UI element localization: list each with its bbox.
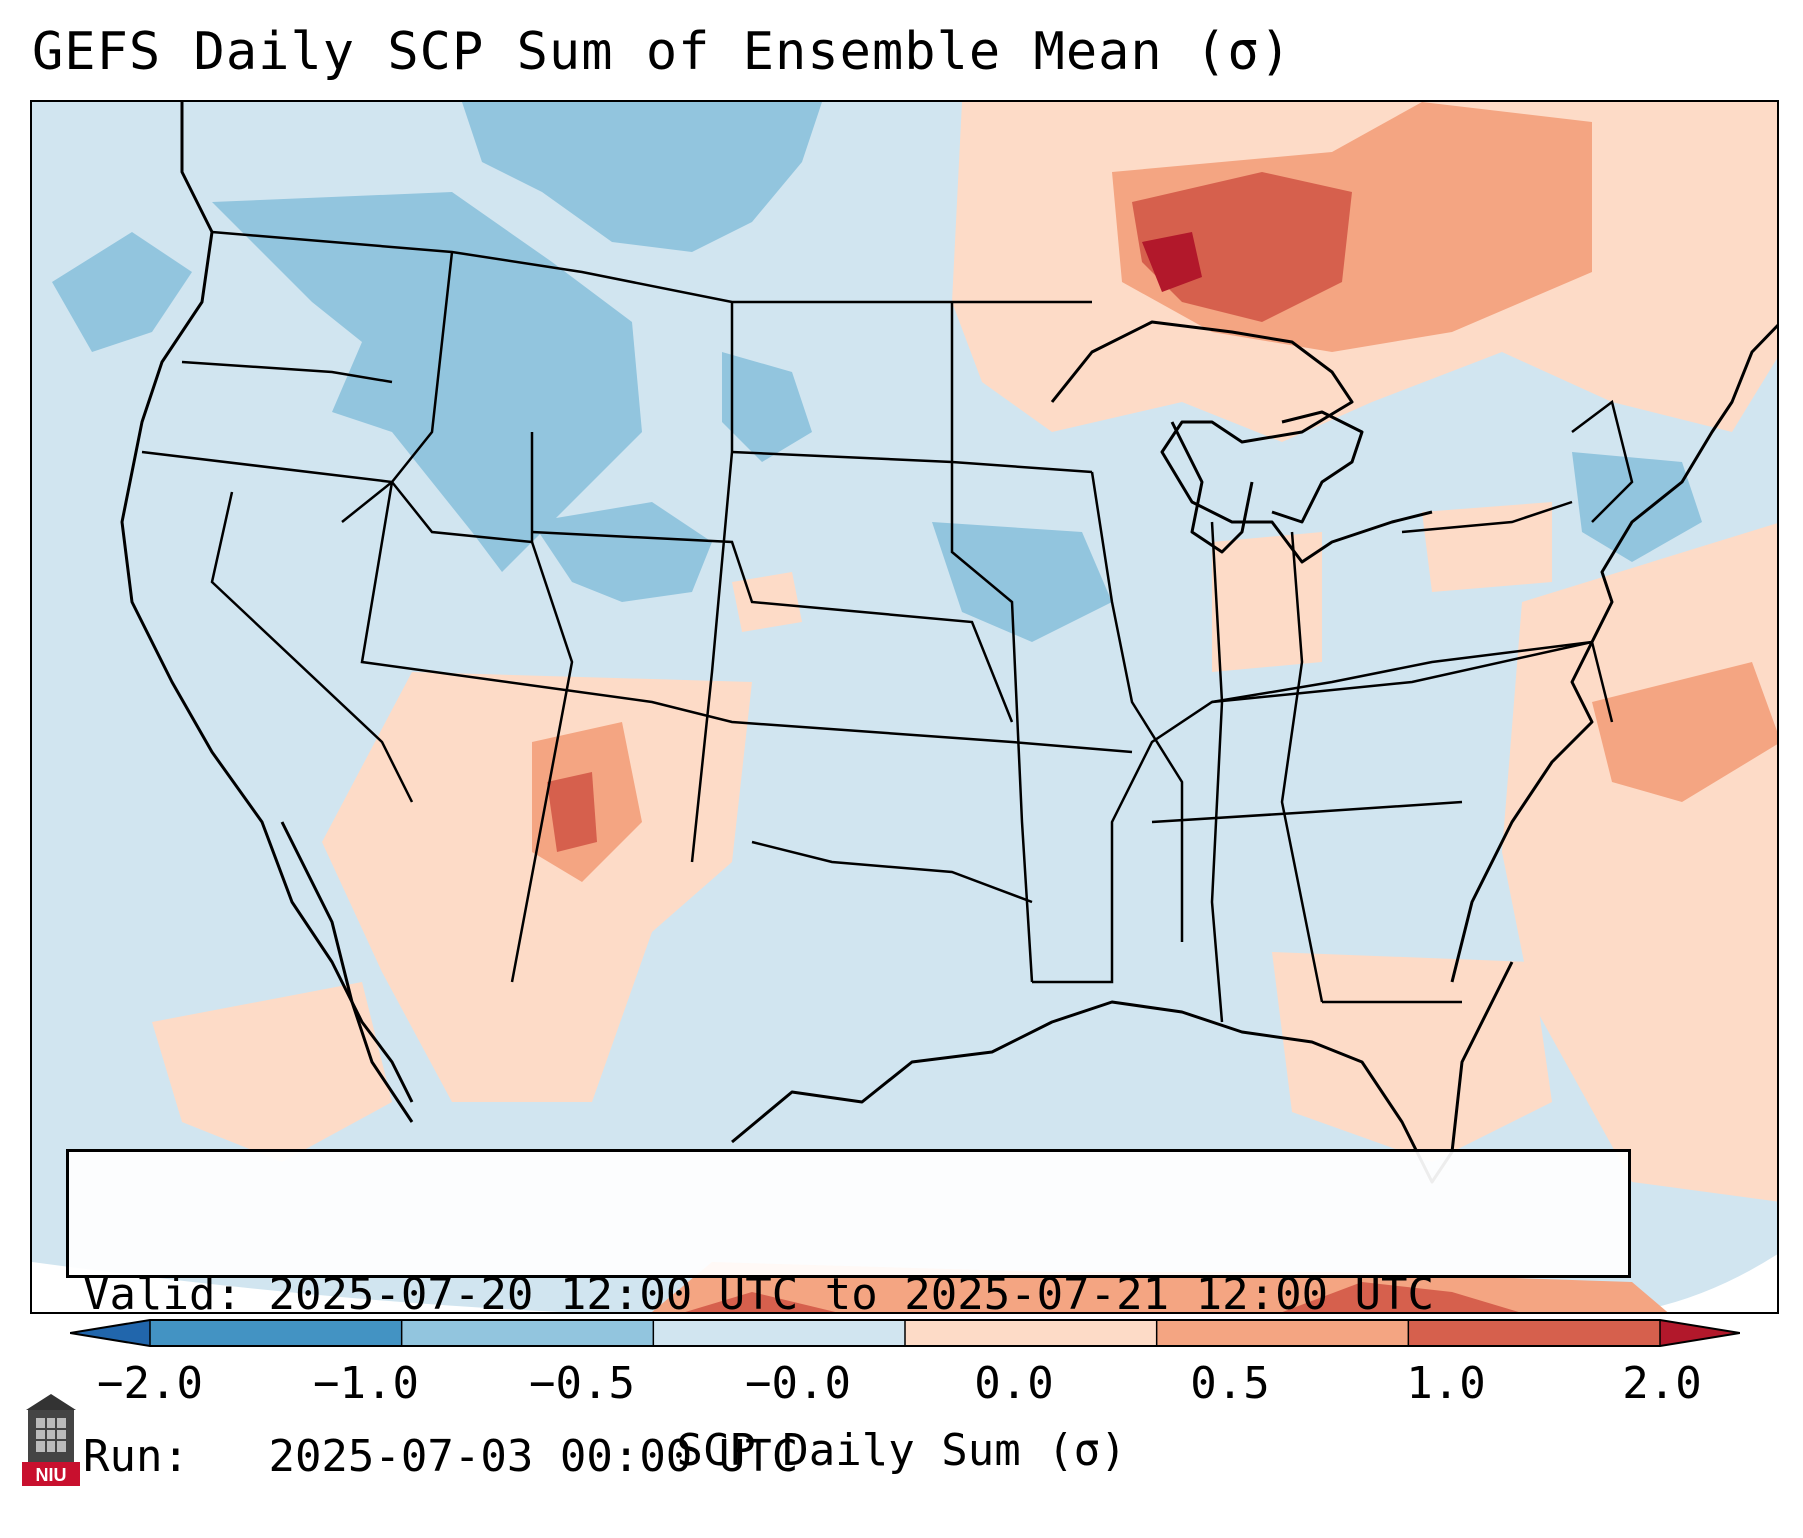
border-new-england: [1571, 399, 1634, 523]
valid-time-box: Valid: 2025-07-20 12:00 UTC to 2025-07-2…: [66, 1149, 1631, 1482]
border-arizona-new-mexico: [510, 541, 574, 983]
negative-anomaly-regions: [52, 102, 1702, 642]
west-coastline: [120, 102, 414, 1103]
projection-edge: [1631, 1254, 1777, 1312]
border-utah-arizona: [360, 481, 1133, 754]
colorbar: [70, 1319, 1740, 1347]
coastlines: [120, 102, 1777, 1184]
border-wyoming-colorado: [690, 302, 734, 863]
run-label: Run:: [83, 1431, 189, 1482]
colorbar-segment: [1408, 1320, 1661, 1346]
anomaly-region-colorado: [532, 502, 712, 602]
canada-border: [211, 230, 1092, 304]
colorbar-tick-label: −1.0: [313, 1358, 419, 1409]
anomaly-region-gulf-florida: [1272, 952, 1552, 1162]
map-canvas: [32, 102, 1777, 1312]
niu-tower-icon: NIU: [22, 1394, 80, 1486]
border-tennessee-south: [1151, 800, 1463, 824]
anomaly-region-kansas: [732, 572, 802, 632]
map-panel: [30, 100, 1779, 1314]
logo-banner: [22, 1462, 80, 1486]
colorbar-ticks: [149, 1320, 1661, 1346]
colorbar-tick-label: 0.0: [974, 1358, 1054, 1409]
anomaly-region-cuba-strong: [1282, 1282, 1519, 1312]
gulf-coastline: [731, 961, 1514, 1184]
colorbar-tick-label: 0.5: [1190, 1358, 1270, 1409]
great-lakes-shoreline: [1050, 320, 1433, 564]
logo-text: NIU: [36, 1465, 67, 1485]
colorbar-segment: [653, 1320, 906, 1346]
run-line: Run: 2025-07-03 00:00 UTC: [83, 1430, 1614, 1484]
anomaly-region-pacific: [52, 232, 192, 352]
anomaly-region-northern-rockies: [212, 192, 642, 572]
anomaly-region-eastern-pacific: [152, 982, 392, 1162]
run-value: 2025-07-03 00:00 UTC: [268, 1431, 799, 1482]
anomaly-region-missouri: [932, 522, 1112, 642]
border-illinois: [1090, 471, 1184, 942]
baja-coastline: [280, 821, 414, 1123]
logo-roof: [26, 1394, 76, 1410]
colorbar-extend-high: [1660, 1320, 1740, 1346]
colorbar-segment: [150, 1320, 403, 1346]
valid-line: Valid: 2025-07-20 12:00 UTC to 2025-07-2…: [83, 1268, 1614, 1322]
positive-anomaly-regions: [152, 102, 1777, 1312]
anomaly-region-canada-prairies: [462, 102, 822, 252]
lake-huron-shoreline: [1271, 410, 1364, 524]
border-idaho: [341, 251, 454, 523]
colorbar-segment: [1156, 1320, 1409, 1346]
colorbar-tick-label: 1.0: [1406, 1358, 1486, 1409]
logo-window: [36, 1418, 66, 1452]
anomaly-region-ohio-valley: [1212, 532, 1322, 672]
border-minnesota-iowa: [950, 302, 1034, 983]
valid-value: 2025-07-20 12:00 UTC to 2025-07-21 12:00…: [268, 1269, 1435, 1320]
anomaly-region-new-mexico-strong: [547, 772, 597, 852]
chart-title: GEFS Daily SCP Sum of Ensemble Mean (σ): [32, 22, 1292, 82]
colorbar-tick-label: −0.5: [529, 1358, 635, 1409]
lake-michigan-shoreline: [1170, 421, 1254, 554]
colorbar-tick-label: 2.0: [1622, 1358, 1702, 1409]
border-nebraska: [531, 530, 1014, 723]
logo-window-grid: [36, 1418, 66, 1452]
colorbar-tick-label: −0.0: [745, 1358, 851, 1409]
projection-edge: [32, 1262, 562, 1312]
political-borders: [141, 230, 1634, 1023]
border-washington-oregon: [181, 360, 393, 384]
anomaly-region-atlantic-medium: [1592, 662, 1777, 802]
colorbar-tick-label: −2.0: [97, 1358, 203, 1409]
anomaly-region-mid-atlantic: [1422, 502, 1552, 592]
east-coastline: [1450, 323, 1777, 983]
anomaly-region-great-lakes-peak: [1142, 232, 1202, 292]
colorbar-label: SCP Daily Sum (σ): [676, 1425, 1127, 1476]
border-ohio-georgia: [1280, 531, 1324, 1003]
anomaly-region-great-lakes-strong: [1132, 172, 1352, 322]
border-nevada-california: [210, 491, 414, 803]
anomaly-region-northeast: [1572, 452, 1702, 562]
border-kentucky-virginia: [1211, 640, 1614, 723]
border-oregon-idaho: [141, 432, 534, 544]
colorbar-segment: [401, 1320, 654, 1346]
border-south-dakota: [731, 450, 1093, 474]
anomaly-region-yucatan-strong: [685, 1292, 836, 1312]
border-oklahoma-texas: [751, 840, 1033, 904]
border-arkansas-tennessee: [1032, 640, 1593, 984]
border-pennsylvania: [1401, 500, 1573, 534]
border-indiana-alabama: [1210, 521, 1224, 1023]
colorbar-outline: [70, 1319, 1740, 1347]
anomaly-region-dakotas: [722, 352, 812, 462]
colorbar-extend-low: [70, 1320, 150, 1346]
anomaly-region-southwest-light: [322, 672, 752, 1102]
valid-label: Valid:: [83, 1269, 242, 1320]
colorbar-segment: [905, 1320, 1158, 1346]
